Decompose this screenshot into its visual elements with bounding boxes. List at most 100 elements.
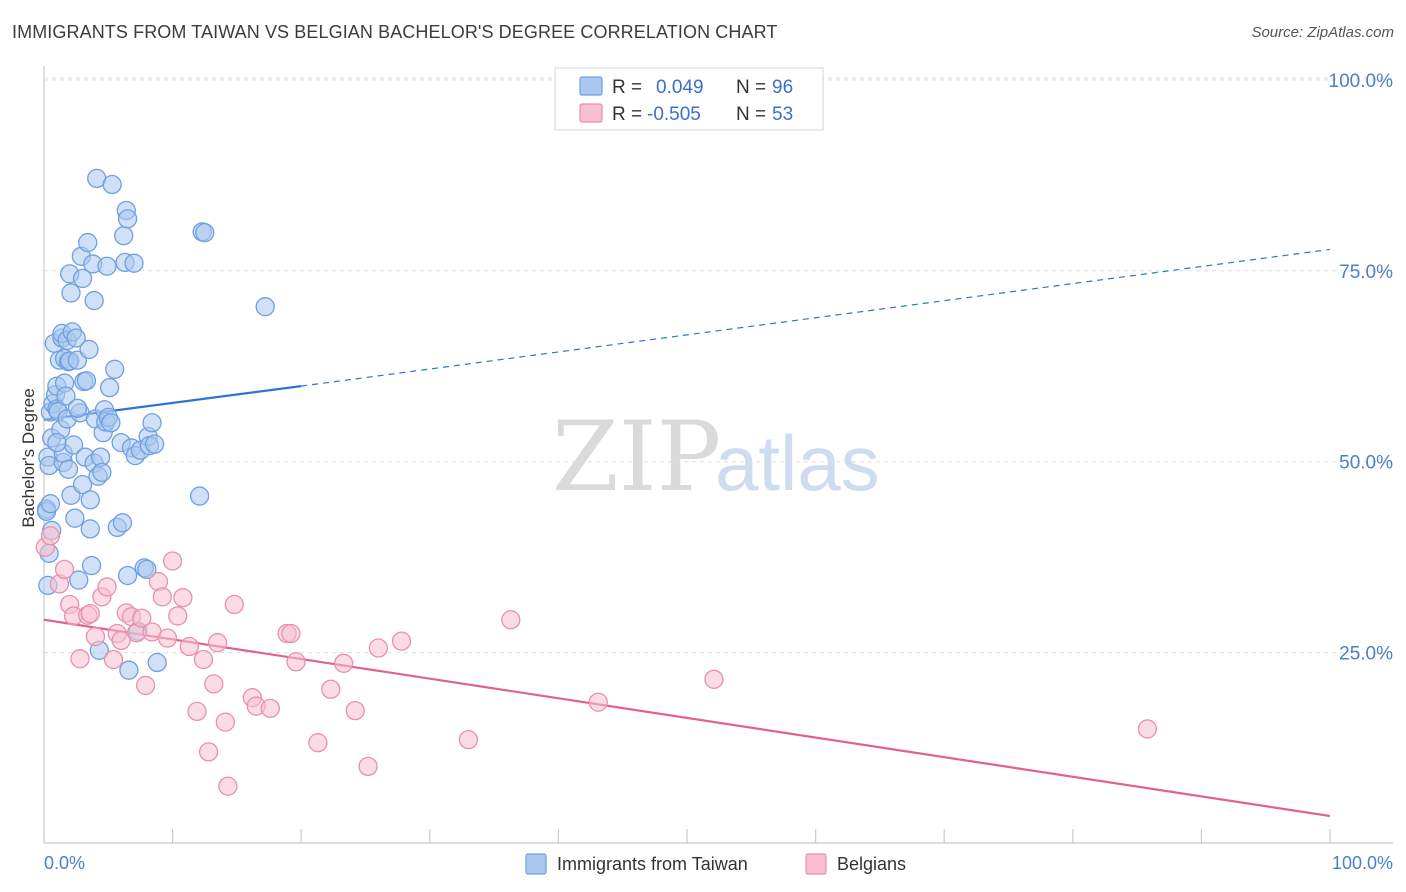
point-taiwan (101, 413, 121, 433)
y-tick-label: 100.0% (1329, 71, 1394, 92)
point-belgians (85, 626, 106, 647)
bottom-legend-label-taiwan: Immigrants from Taiwan (557, 854, 748, 874)
point-taiwan (80, 519, 100, 539)
y-tick-label: 75.0% (1339, 262, 1393, 283)
point-belgians (391, 631, 412, 651)
point-taiwan (69, 570, 89, 590)
point-belgians (333, 653, 354, 673)
point-taiwan (67, 398, 88, 418)
point-taiwan (81, 555, 102, 576)
bottom-legend-label-belgians: Belgians (837, 854, 906, 874)
point-belgians (368, 638, 389, 658)
point-belgians (1137, 719, 1158, 739)
point-belgians (162, 551, 183, 571)
point-belgians (152, 587, 172, 607)
point-belgians (345, 700, 365, 721)
point-taiwan (147, 652, 167, 673)
point-belgians (70, 649, 90, 669)
y-tick-label: 50.0% (1339, 453, 1393, 474)
series-legend: Immigrants from Taiwan Belgians (525, 853, 906, 875)
point-belgians (358, 756, 378, 777)
point-taiwan (58, 459, 79, 479)
point-belgians (132, 608, 152, 628)
point-taiwan (195, 222, 215, 243)
point-belgians (588, 692, 608, 712)
point-belgians (204, 674, 224, 694)
point-belgians (704, 669, 724, 689)
point-taiwan (72, 268, 93, 289)
point-belgians (179, 636, 199, 657)
point-belgians (281, 623, 301, 644)
bottom-legend-swatch-belgians (805, 853, 827, 875)
point-belgians (501, 610, 521, 630)
point-taiwan (72, 474, 93, 495)
point-belgians (224, 594, 244, 615)
point-belgians (286, 652, 306, 672)
data-points (35, 168, 1158, 796)
point-taiwan (117, 209, 138, 229)
point-belgians (111, 630, 131, 651)
watermark-zip: ZIP (552, 401, 721, 513)
point-taiwan (102, 174, 122, 195)
point-belgians (97, 577, 117, 597)
point-taiwan (137, 559, 157, 580)
point-taiwan (97, 256, 117, 276)
point-taiwan (255, 297, 275, 317)
point-taiwan (65, 508, 85, 528)
point-taiwan (144, 434, 165, 454)
point-taiwan (79, 339, 99, 360)
point-taiwan (61, 283, 81, 303)
point-belgians (218, 776, 238, 796)
point-belgians (40, 526, 61, 546)
point-taiwan (66, 328, 86, 348)
point-taiwan (114, 226, 134, 246)
point-taiwan (142, 413, 162, 433)
point-taiwan (40, 494, 61, 514)
legend-n-value-taiwan: 96 (772, 77, 793, 98)
bottom-legend-swatch-taiwan (525, 853, 547, 875)
legend-swatch-belgians (579, 103, 603, 123)
point-belgians (193, 649, 214, 670)
chart-title: IMMIGRANTS FROM TAIWAN VS BELGIAN BACHEL… (12, 22, 778, 42)
legend-r-value-taiwan: 0.049 (656, 77, 704, 98)
chart-source: Source: ZipAtlas.com (1251, 24, 1394, 41)
point-belgians (187, 701, 207, 722)
point-belgians (135, 675, 156, 696)
point-taiwan (56, 386, 76, 406)
legend-n-value-belgians: 53 (772, 104, 793, 125)
x-tick-label-max: 100.0% (1332, 853, 1393, 873)
point-belgians (157, 628, 178, 648)
point-taiwan (112, 513, 133, 533)
legend-swatch-taiwan (579, 76, 603, 96)
point-belgians (54, 559, 75, 580)
point-taiwan (80, 490, 100, 510)
legend-n-label-taiwan: N = (736, 77, 766, 98)
point-belgians (80, 604, 100, 624)
point-taiwan (105, 359, 125, 379)
point-belgians (103, 649, 124, 670)
y-tick-label: 25.0% (1339, 644, 1393, 665)
point-belgians (321, 679, 341, 699)
point-belgians (207, 633, 228, 653)
y-tick-labels: 25.0% 50.0% 75.0% 100.0% (1329, 71, 1394, 665)
point-taiwan (189, 486, 210, 506)
legend-n-label-belgians: N = (736, 104, 766, 125)
x-tick-label-min: 0.0% (44, 853, 85, 873)
legend-r-label-belgians: R = (612, 104, 642, 125)
point-taiwan (117, 565, 138, 586)
point-belgians (458, 730, 479, 750)
point-taiwan (47, 432, 67, 453)
point-taiwan (76, 371, 97, 391)
point-belgians (168, 606, 188, 626)
point-taiwan (84, 290, 104, 311)
trend-line-taiwan-dashed (301, 248, 1331, 387)
point-taiwan (124, 253, 144, 273)
y-axis-label: Bachelor's Degree (19, 388, 38, 527)
legend-r-value-belgians: -0.505 (647, 104, 701, 125)
point-taiwan (78, 232, 98, 253)
trend-lines (43, 248, 1331, 818)
point-taiwan (119, 660, 139, 680)
point-belgians (215, 712, 235, 732)
point-belgians (198, 742, 219, 762)
